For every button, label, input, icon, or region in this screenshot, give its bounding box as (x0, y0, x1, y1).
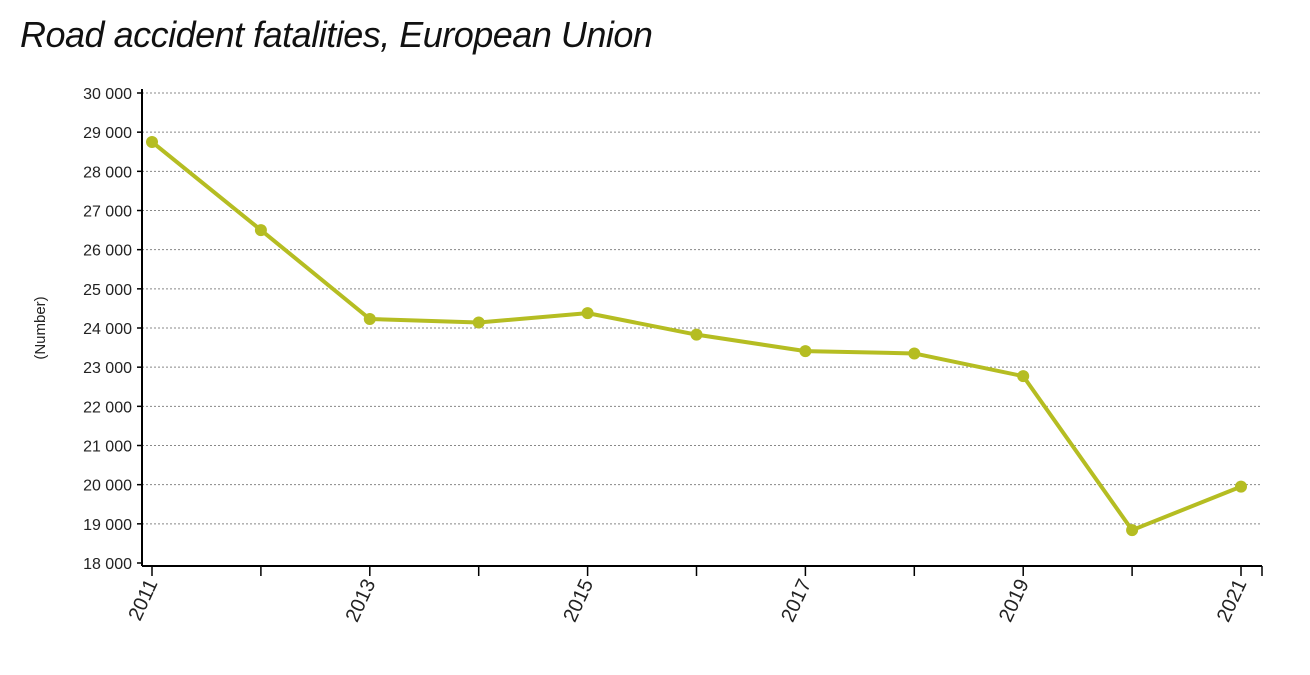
data-point[interactable] (581, 307, 594, 320)
y-tick-label: 20 000 (83, 478, 132, 495)
y-tick-label: 19 000 (83, 517, 132, 534)
y-tick-label: 25 000 (83, 282, 132, 299)
y-tick-label: 27 000 (83, 204, 132, 221)
y-tick-label: 26 000 (83, 243, 132, 260)
x-tick-label: 2021 (1213, 576, 1252, 626)
y-tick-label: 22 000 (83, 399, 132, 416)
y-tick-label: 21 000 (83, 439, 132, 456)
x-tick-label: 2013 (342, 576, 381, 626)
gridlines (142, 92, 1262, 525)
data-point[interactable] (472, 316, 485, 329)
data-point[interactable] (363, 312, 376, 325)
data-point[interactable] (1126, 524, 1139, 537)
y-tick-label: 24 000 (83, 321, 132, 338)
data-point[interactable] (146, 135, 158, 148)
x-tick-label: 2019 (995, 576, 1034, 626)
x-tick-label: 2015 (559, 576, 598, 626)
data-point[interactable] (254, 224, 267, 237)
data-point[interactable] (799, 345, 812, 358)
series-layer (146, 135, 1247, 537)
y-tick-labels: 30 000 29 000 28 000 27 000 26 000 25 000 24 0… (83, 86, 132, 573)
y-tick-label: 23 000 (83, 360, 132, 377)
chart-title: Road accident fatalities, European Union (20, 14, 653, 55)
x-tick-label: 2011 (124, 576, 162, 624)
data-point[interactable] (690, 328, 703, 341)
x-tick-label: 2017 (777, 576, 816, 626)
data-point[interactable] (908, 347, 921, 360)
x-tick-labels: 2011 2013 2015 2017 2019 2021 (124, 576, 1251, 626)
y-tick-label: 18 000 (83, 556, 132, 573)
y-tick-label: 30 000 (83, 86, 132, 103)
axes (137, 89, 1263, 576)
data-point[interactable] (1017, 370, 1030, 383)
data-point[interactable] (1235, 480, 1247, 493)
y-tick-label: 28 000 (83, 164, 132, 181)
y-axis-title: (Number) (32, 296, 49, 359)
y-tick-label: 29 000 (83, 125, 132, 142)
